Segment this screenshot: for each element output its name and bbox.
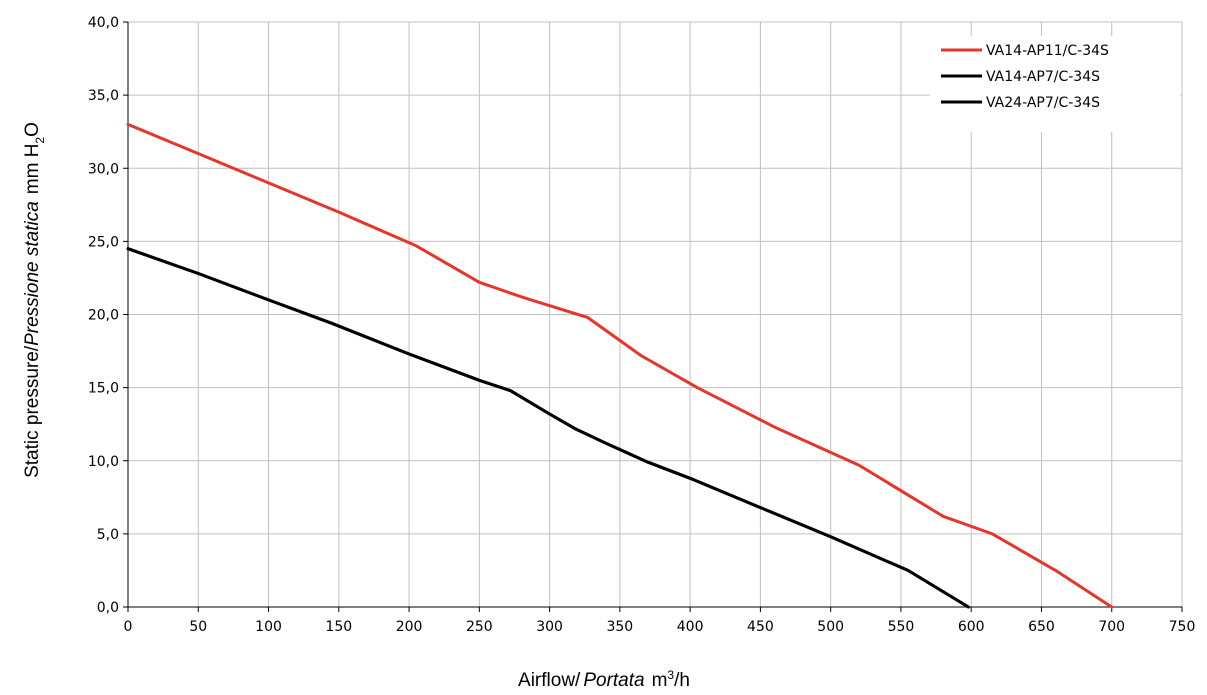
- legend-label-1: VA14-AP7/C-34S: [986, 69, 1100, 85]
- x-axis-title-unit-tail: /h: [674, 670, 690, 691]
- series-line-0: [126, 122, 1114, 609]
- legend-label-0: VA14-AP11/C-34S: [986, 43, 1109, 59]
- x-tick-label-8: 400: [677, 619, 704, 635]
- x-axis-title-unit: m: [652, 670, 668, 691]
- legend-label-2: VA24-AP7/C-34S: [986, 95, 1100, 111]
- y-axis-title-unit: mm H: [22, 144, 43, 195]
- y-tick-label-7: 35,0: [88, 88, 119, 104]
- x-axis-title-italic: Portata: [583, 670, 644, 691]
- x-tick-label-4: 200: [396, 619, 423, 635]
- x-tick-label-5: 250: [466, 619, 493, 635]
- grid: [128, 21, 1183, 607]
- x-axis-title: Airflow/Portata m3/h: [518, 668, 690, 691]
- y-axis-title-unit-sub: 2: [33, 137, 47, 144]
- axes: [123, 21, 1183, 612]
- y-tick-label-6: 30,0: [88, 161, 119, 177]
- y-axis-title-italic: Pressione statica: [22, 201, 43, 346]
- y-axis-title-main: Static pressure: [22, 351, 43, 478]
- x-tick-label-15: 750: [1169, 619, 1196, 635]
- y-axis-title: Static pressure/Pressione statica mm H2O: [22, 122, 47, 478]
- x-tick-label-10: 500: [817, 619, 844, 635]
- x-tick-label-7: 350: [606, 619, 633, 635]
- x-tick-label-11: 550: [888, 619, 915, 635]
- x-tick-label-13: 650: [1028, 619, 1055, 635]
- series-line-2: [126, 247, 970, 609]
- x-tick-label-9: 450: [747, 619, 774, 635]
- y-tick-label-0: 0,0: [97, 600, 119, 616]
- x-tick-labels: 0 50 100 150 200 250 300 350 400 450 500 550 600 650 7…: [124, 619, 1196, 635]
- x-tick-label-14: 700: [1098, 619, 1125, 635]
- y-tick-label-8: 40,0: [88, 15, 119, 31]
- y-tick-labels: 0,0 5,0 10,0 15,0 20,0 25,0 30,0 35,0 40,0: [88, 15, 119, 616]
- y-tick-label-3: 15,0: [88, 381, 119, 397]
- x-tick-label-1: 50: [189, 619, 207, 635]
- legend-box: [930, 36, 1180, 132]
- x-axis-title-sep: /: [575, 670, 581, 691]
- x-tick-label-12: 600: [958, 619, 985, 635]
- legend: VA14-AP11/C-34S VA14-AP7/C-34S VA24-AP7/C-…: [930, 36, 1180, 132]
- x-axis-title-main: Airflow: [518, 670, 575, 691]
- y-axis-title-sep: /: [22, 345, 43, 351]
- y-axis-title-unit-tail: O: [22, 122, 43, 137]
- x-tick-label-0: 0: [124, 619, 133, 635]
- x-tick-label-6: 300: [536, 619, 563, 635]
- y-tick-label-1: 5,0: [97, 527, 119, 543]
- y-tick-label-4: 20,0: [88, 308, 119, 324]
- x-tick-label-2: 100: [255, 619, 282, 635]
- series-lines: [126, 122, 1114, 609]
- x-axis-title-unit-sup: 3: [667, 668, 674, 682]
- y-tick-label-5: 25,0: [88, 234, 119, 250]
- y-tick-label-2: 10,0: [88, 454, 119, 470]
- x-tick-label-3: 150: [325, 619, 352, 635]
